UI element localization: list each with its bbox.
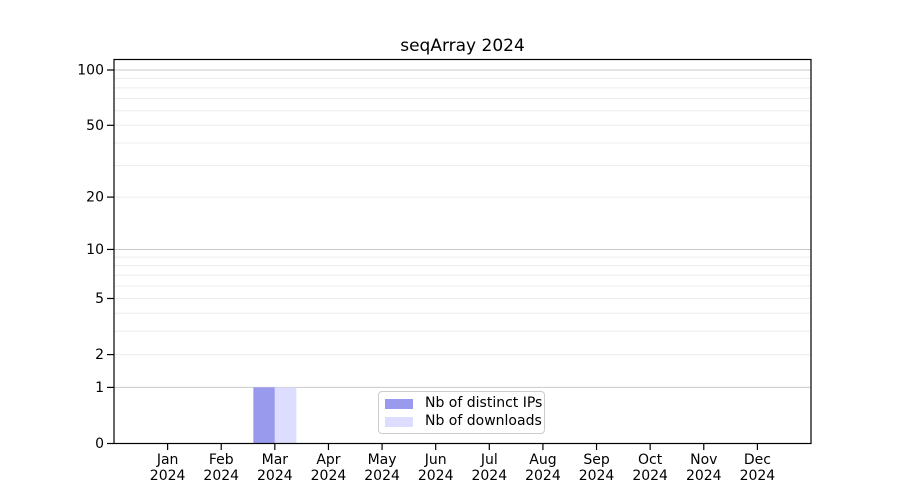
chart-legend: Nb of distinct IPs Nb of downloads — [378, 391, 545, 434]
x-tick-label-month: Dec — [744, 452, 771, 468]
x-tick-label-year: 2024 — [364, 468, 400, 484]
x-tick-label-month: Apr — [316, 452, 340, 468]
x-tick-label-year: 2024 — [579, 468, 615, 484]
y-tick-label: 10 — [86, 242, 104, 258]
x-tick-label-year: 2024 — [686, 468, 722, 484]
plot-border — [113, 58, 812, 445]
x-tick-label-year: 2024 — [418, 468, 454, 484]
x-tick-label-month: Jan — [156, 452, 179, 468]
x-tick-label-year: 2024 — [203, 468, 239, 484]
x-tick-label-month: Jun — [424, 452, 447, 468]
x-tick-label-year: 2024 — [471, 468, 507, 484]
x-tick-label-month: Nov — [690, 452, 717, 468]
x-tick-label-year: 2024 — [311, 468, 347, 484]
legend-swatch-downloads-icon — [385, 416, 413, 427]
x-tick-label-year: 2024 — [257, 468, 293, 484]
x-tick-label-month: Jul — [480, 452, 498, 468]
x-tick-label-year: 2024 — [632, 468, 668, 484]
chart-title: seqArray 2024 — [400, 36, 525, 56]
bar-nb-of-downloads-mar — [274, 387, 297, 444]
bar-nb-of-distinct-ips-mar — [253, 387, 275, 444]
x-tick-label-year: 2024 — [525, 468, 561, 484]
x-tick-label-month: Feb — [209, 452, 234, 468]
x-tick-label-month: Mar — [262, 452, 289, 468]
legend-entry-distinct-ips: Nb of distinct IPs — [385, 395, 542, 412]
x-tick-label-year: 2024 — [740, 468, 776, 484]
y-tick-label: 5 — [95, 291, 104, 307]
legend-swatch-distinct-ips-icon — [385, 398, 413, 409]
y-tick-label: 20 — [86, 190, 104, 206]
legend-label-distinct-ips: Nb of distinct IPs — [425, 395, 543, 411]
y-tick-label: 50 — [86, 118, 104, 134]
x-tick-label-month: Oct — [638, 452, 663, 468]
x-tick-label-year: 2024 — [150, 468, 186, 484]
y-tick-label: 0 — [95, 436, 104, 452]
y-tick-label: 2 — [95, 347, 104, 363]
legend-entry-downloads: Nb of downloads — [385, 413, 542, 430]
legend-label-downloads: Nb of downloads — [425, 413, 542, 429]
y-tick-label: 100 — [77, 63, 104, 79]
x-tick-label-month: Aug — [529, 452, 556, 468]
y-tick-label: 1 — [95, 380, 104, 396]
x-tick-label-month: Sep — [583, 452, 610, 468]
x-tick-label-month: May — [368, 452, 397, 468]
